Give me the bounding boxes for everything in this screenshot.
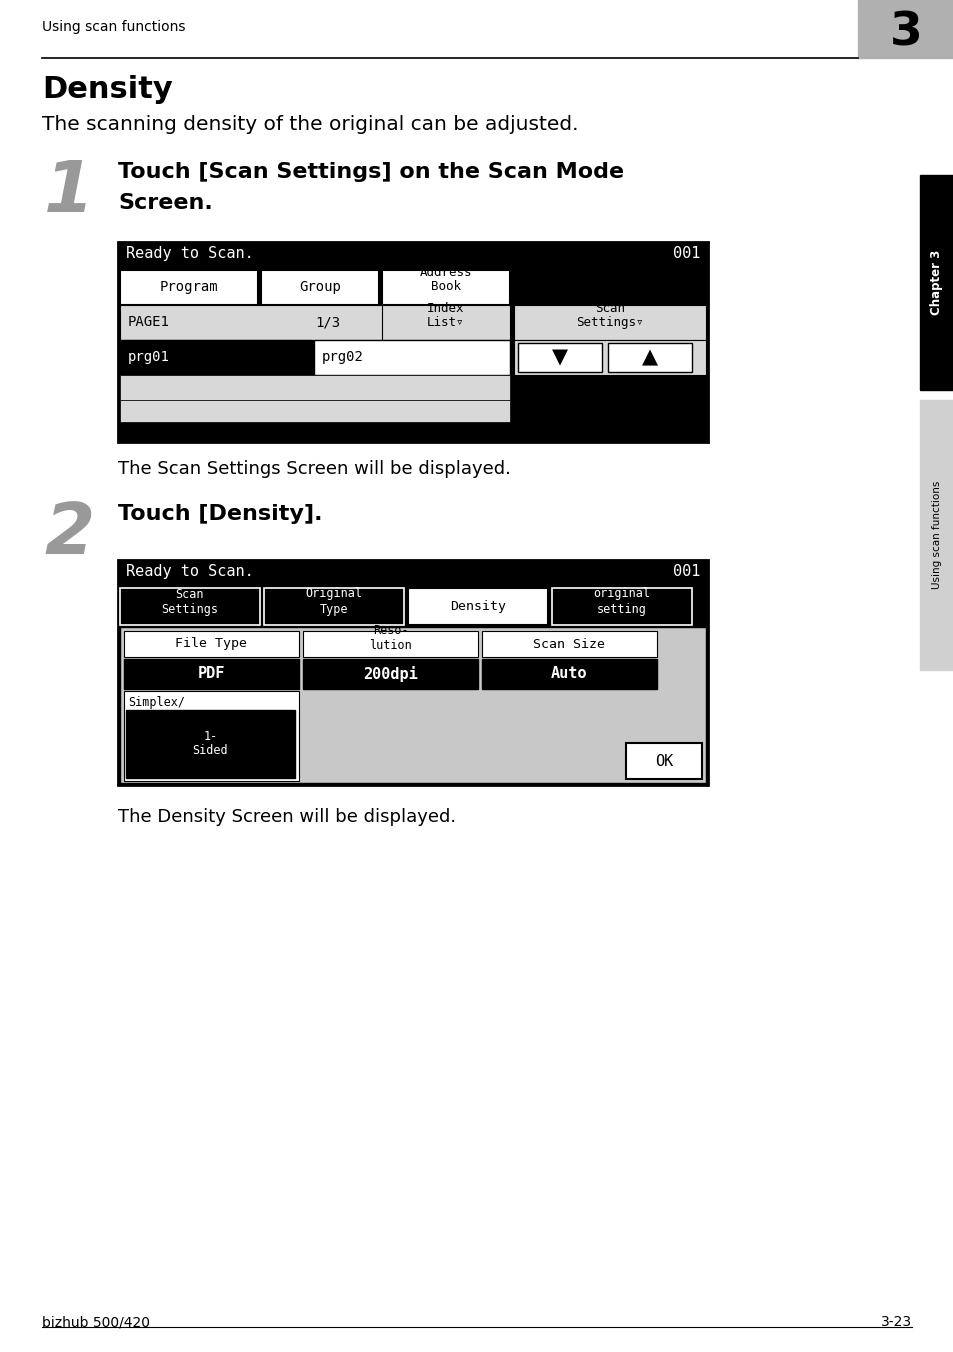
Bar	[381, 270, 510, 306]
Text: 3: 3	[889, 9, 922, 55]
Text: The Scan Settings Screen will be displayed.: The Scan Settings Screen will be display…	[118, 460, 511, 479]
Text: Scan
Settings: Scan Settings	[161, 588, 218, 615]
Text: The scanning density of the original can be adjusted.: The scanning density of the original can…	[42, 115, 578, 134]
Bar	[381, 306, 510, 339]
Text: Chapter 3: Chapter 3	[929, 250, 943, 315]
Bar	[124, 691, 298, 781]
Text: 1/3: 1/3	[315, 315, 340, 330]
Text: PAGE1: PAGE1	[128, 315, 170, 330]
Text: Index
List▿: Index List▿	[427, 301, 464, 329]
Bar	[481, 658, 657, 690]
Text: 001: 001	[672, 246, 700, 261]
Text: 1-
Sided: 1- Sided	[193, 730, 228, 757]
Bar	[120, 627, 705, 783]
Text: Scan Size: Scan Size	[533, 638, 605, 650]
Text: Screen.: Screen.	[118, 193, 213, 214]
Text: 200dpi: 200dpi	[363, 667, 417, 681]
Bar	[264, 588, 403, 625]
Bar	[552, 588, 691, 625]
Text: ▲: ▲	[641, 347, 658, 368]
Bar	[303, 658, 477, 690]
Text: ▼: ▼	[552, 347, 567, 368]
Bar	[120, 339, 312, 375]
Bar	[126, 710, 294, 777]
Text: Simplex/
Duplex: Simplex/ Duplex	[128, 696, 185, 725]
Text: 1: 1	[44, 158, 94, 227]
Text: 001: 001	[672, 564, 700, 579]
Text: File Type: File Type	[175, 638, 247, 650]
Text: prg01: prg01	[128, 350, 170, 365]
Bar	[124, 658, 298, 690]
Bar	[919, 174, 953, 389]
Bar	[919, 400, 953, 671]
Bar	[481, 631, 657, 657]
Text: OK: OK	[654, 753, 673, 768]
Text: Address
Book: Address Book	[419, 265, 472, 293]
Bar	[514, 306, 705, 339]
Text: Program: Program	[159, 280, 218, 295]
Bar	[118, 560, 707, 786]
Bar	[120, 588, 260, 625]
Text: original
setting: original setting	[593, 588, 650, 615]
Text: Reso-
lution: Reso- lution	[369, 625, 412, 652]
Bar	[314, 339, 510, 375]
Text: Group: Group	[298, 280, 340, 295]
Text: The Density Screen will be displayed.: The Density Screen will be displayed.	[118, 808, 456, 826]
Bar	[625, 744, 701, 779]
Bar	[120, 400, 510, 422]
Bar	[303, 631, 477, 657]
Bar	[408, 588, 547, 625]
Text: Auto: Auto	[551, 667, 587, 681]
Text: Density: Density	[450, 600, 505, 612]
Text: Touch [Scan Settings] on the Scan Mode: Touch [Scan Settings] on the Scan Mode	[118, 162, 623, 183]
Text: Scan
Settings▿: Scan Settings▿	[576, 301, 643, 329]
Bar	[514, 339, 705, 375]
Bar	[607, 343, 691, 372]
Text: Original
Type: Original Type	[305, 588, 362, 615]
Bar	[261, 270, 378, 306]
Text: prg02: prg02	[322, 350, 363, 365]
Text: PDF: PDF	[197, 667, 225, 681]
Bar	[124, 631, 298, 657]
Text: 3-23: 3-23	[880, 1315, 911, 1329]
Bar	[517, 343, 601, 372]
Text: Using scan functions: Using scan functions	[931, 481, 941, 589]
Text: Density: Density	[42, 74, 172, 104]
Text: Ready to Scan.: Ready to Scan.	[126, 564, 253, 579]
Bar	[120, 375, 510, 400]
Text: bizhub 500/420: bizhub 500/420	[42, 1315, 150, 1329]
Bar	[120, 270, 257, 306]
Bar	[857, 0, 953, 58]
Bar	[118, 242, 707, 442]
Text: Ready to Scan.: Ready to Scan.	[126, 246, 253, 261]
Text: Using scan functions: Using scan functions	[42, 20, 185, 34]
Text: 2: 2	[44, 500, 94, 569]
Text: Touch [Density].: Touch [Density].	[118, 504, 322, 525]
Bar	[120, 306, 510, 339]
